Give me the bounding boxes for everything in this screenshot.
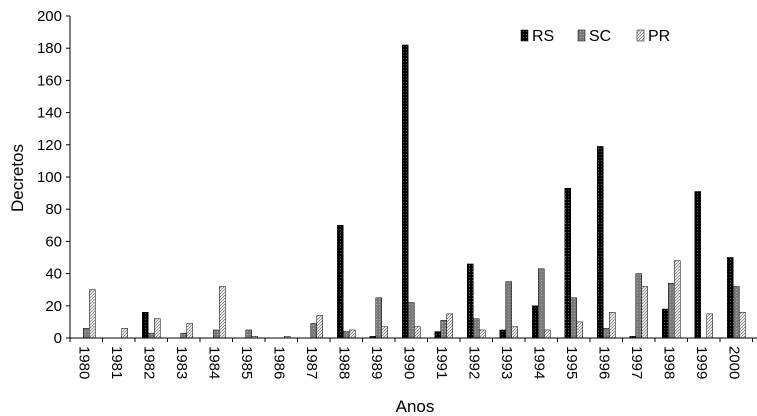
bar-RS-2000 [727,257,734,339]
bar-SC-1991 [440,320,447,339]
x-tick-label: 1984 [205,346,222,379]
legend-swatch-PR [636,29,645,42]
bar-SC-1995 [570,297,577,339]
bar-SC-1998 [668,283,675,339]
bar-SC-1992 [473,318,480,339]
x-tick-label: 1997 [628,346,645,379]
y-tick-label: 140 [37,105,62,122]
x-tick-label: 1986 [270,346,287,379]
x-tick-label: 1982 [140,346,157,379]
legend-swatch-RS [520,29,529,42]
bar-PR-1992 [479,329,486,339]
bar-PR-1997 [641,286,648,339]
bar-SC-1993 [505,281,512,339]
x-tick-label: 1983 [173,346,190,379]
bar-SC-1994 [538,268,545,339]
x-tick-label: 1995 [563,346,580,379]
legend-label-SC: SC [589,28,611,45]
x-tick-label: 1999 [693,346,710,379]
x-tick-label: 1981 [108,346,125,379]
bar-SC-1990 [408,302,415,339]
bar-PR-1991 [446,313,453,339]
bar-SC-1997 [635,273,642,339]
bars-layer [83,44,746,339]
x-tick-label: 1996 [595,346,612,379]
x-tick-label: 1988 [335,346,352,379]
axes-layer [66,15,757,342]
y-tick-label: 200 [37,8,62,25]
y-tick-label: 60 [45,233,62,250]
bar-SC-1983 [180,332,187,339]
x-tick-label: 1990 [400,346,417,379]
bar-PR-1988 [349,329,356,339]
bar-RS-1994 [532,305,539,339]
x-tick-label: 1991 [433,346,450,379]
legend-swatch-SC [577,29,586,42]
bar-SC-1988 [343,331,350,339]
bar-SC-2000 [733,286,740,339]
bar-PR-1981 [121,328,128,339]
x-tick-label: 1992 [465,346,482,379]
y-tick-label: 100 [37,169,62,186]
bar-PR-1999 [706,313,713,339]
x-tick-label: 1987 [303,346,320,379]
bar-PR-1987 [316,315,323,339]
bar-RS-1991 [434,331,441,339]
y-tick-label: 40 [45,266,62,283]
x-tick-label: 1989 [368,346,385,379]
y-tick-label: 160 [37,72,62,89]
x-tick-label: 1994 [530,346,547,379]
bar-PR-1998 [674,260,681,339]
bar-PR-1990 [414,326,421,339]
bar-PR-1993 [511,326,518,339]
bar-PR-1982 [154,318,161,339]
bar-SC-1980 [83,328,90,339]
bar-RS-1990 [402,44,409,339]
y-tick-label: 80 [45,201,62,218]
bar-RS-1992 [467,263,474,339]
bar-RS-1993 [499,329,506,339]
bar-SC-1982 [148,332,155,339]
legend-label-PR: PR [648,28,670,45]
bar-PR-1996 [609,311,616,339]
bar-PR-1984 [219,286,226,339]
legend-label-RS: RS [532,28,554,45]
bar-SC-1987 [310,323,317,339]
x-tick-label: 1985 [238,346,255,379]
y-tick-label: 20 [45,298,62,315]
bar-SC-1985 [245,329,252,339]
y-tick-label: 0 [54,330,62,347]
x-tick-label: 1998 [660,346,677,379]
y-axis-label: Decretos [8,144,27,212]
bar-PR-1995 [576,321,583,339]
bar-RS-1999 [694,191,701,339]
y-tick-labels: 0 20 40 60 80 100 120 140 160 180 200 [37,8,62,347]
y-tick-label: 180 [37,40,62,57]
x-tick-labels: 1980 1981 1982 1983 1984 1985 1986 1987 1988 1989… [75,346,742,379]
x-tick-label: 1993 [498,346,515,379]
y-tick-label: 120 [37,137,62,154]
bar-RS-1982 [142,311,149,339]
bar-PR-1980 [89,289,96,339]
x-tick-label: 1980 [75,346,92,379]
bar-PR-1989 [381,326,388,339]
x-tick-label: 2000 [725,346,742,379]
bar-RS-1995 [564,188,571,339]
bar-PR-1983 [186,323,193,339]
legend: RS SC PR [520,28,670,45]
bar-SC-1989 [375,297,382,339]
bar-RS-1988 [337,225,344,339]
bar-RS-1998 [662,308,669,339]
bar-PR-1994 [544,329,551,339]
bar-PR-2000 [739,311,746,339]
bar-SC-1984 [213,329,220,339]
bar-SC-1996 [603,328,610,339]
x-axis-label: Anos [396,397,435,416]
bar-RS-1996 [597,146,604,339]
